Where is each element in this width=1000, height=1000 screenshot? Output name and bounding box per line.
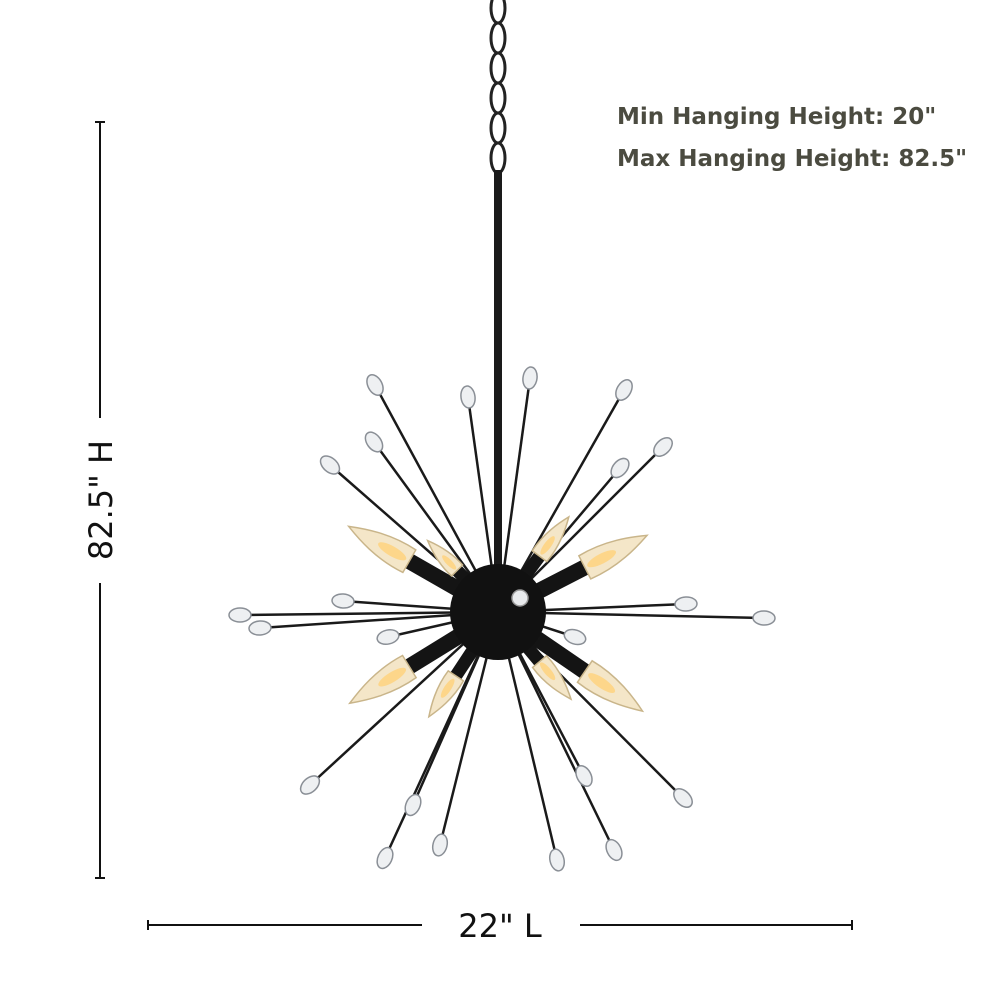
crystal	[548, 848, 566, 872]
chain-link	[489, 0, 507, 25]
crystal	[615, 379, 633, 401]
crystal	[752, 610, 776, 626]
filament	[539, 662, 556, 681]
bulb	[577, 534, 649, 580]
chain-link	[489, 141, 507, 175]
crystal	[575, 764, 593, 788]
crystal	[376, 629, 400, 645]
chandelier	[228, 0, 776, 872]
width-label: 22" L	[458, 907, 542, 945]
crystal	[522, 366, 538, 390]
crystal	[605, 838, 623, 862]
crystal	[319, 455, 341, 475]
height-label: 82.5" H	[82, 440, 120, 560]
chain-link	[489, 111, 507, 145]
spec-line: Min Hanging Height: 20"	[617, 104, 936, 130]
filament	[378, 667, 407, 687]
crystal	[376, 846, 394, 870]
crystal	[460, 385, 476, 409]
crystal	[610, 457, 630, 479]
crystal	[404, 793, 422, 817]
filament	[587, 550, 617, 568]
filament	[378, 542, 407, 561]
crystal	[331, 593, 355, 609]
hub-crystal	[511, 589, 529, 607]
crystal	[431, 833, 449, 857]
chain-link	[489, 51, 507, 85]
crystal	[366, 374, 384, 396]
crystal	[674, 596, 698, 612]
filament	[442, 555, 457, 570]
filament	[440, 678, 455, 698]
hub	[450, 564, 546, 660]
crystal	[248, 620, 272, 636]
filament	[588, 673, 616, 693]
crystal	[653, 437, 673, 457]
crystal	[228, 607, 252, 623]
chain-link	[489, 21, 507, 55]
crystal	[673, 788, 693, 808]
crystal	[563, 628, 587, 646]
crystal	[299, 775, 321, 795]
chain-link	[489, 81, 507, 115]
filament	[540, 536, 555, 555]
crystal	[364, 431, 384, 453]
spec-line: Max Hanging Height: 82.5"	[617, 146, 967, 172]
